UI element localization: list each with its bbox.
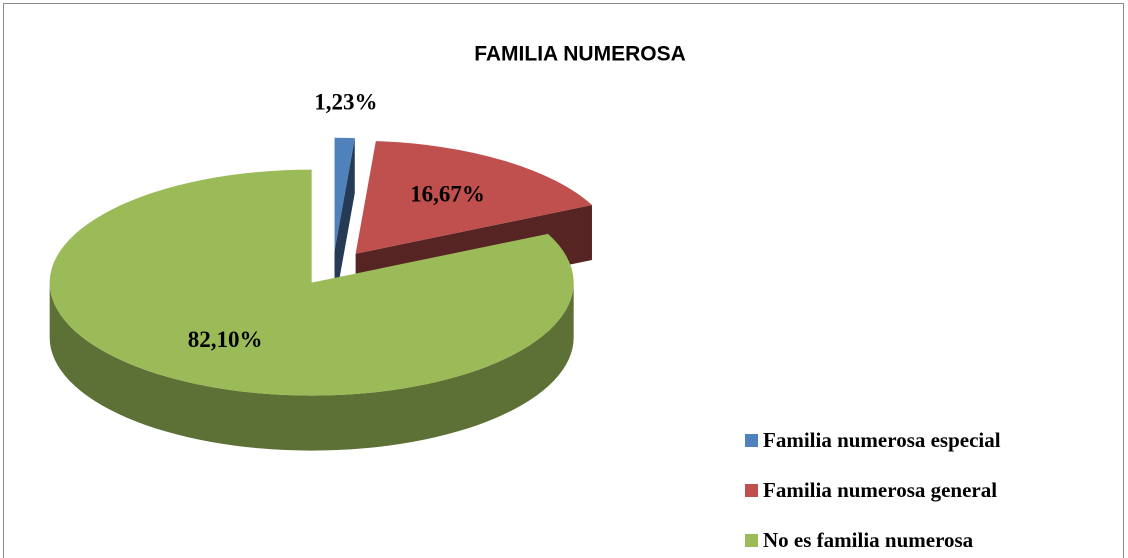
legend-swatch [745,534,758,547]
data-label: 82,10% [188,327,263,352]
walls [49,282,574,451]
slice-cut-face [334,138,355,306]
legend-label: No es familia numerosa [763,528,974,552]
legend-label: Familia numerosa especial [763,428,1001,452]
data-label: 1,23% [314,90,377,115]
slice [355,141,592,254]
slice [334,137,355,251]
legend-swatch [745,434,758,447]
data-label: 16,67% [410,181,485,206]
tops [49,137,592,396]
legend-label: Familia numerosa general [763,478,997,502]
chart-title: FAMILIA NUMEROSA [474,43,686,66]
slice [49,169,574,396]
legend-swatch [745,484,758,497]
slice-wall [49,282,574,451]
